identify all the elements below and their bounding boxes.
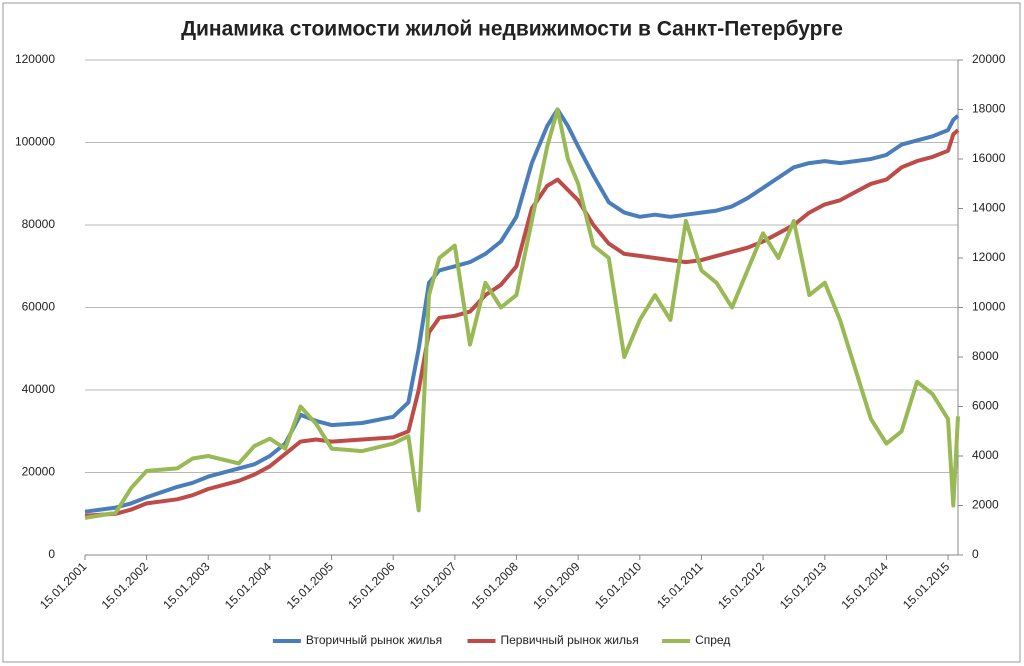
series-line [84, 128, 960, 518]
series-line [84, 107, 960, 520]
y-tick-label: 80000 [22, 217, 56, 231]
y-tick-label: 120000 [15, 52, 55, 66]
y2-tick-label: 0 [972, 547, 979, 561]
y2-tick-label: 2000 [972, 498, 999, 512]
y2-tick-label: 14000 [972, 201, 1006, 215]
legend-label: Первичный рынок жилья [501, 633, 639, 647]
y-tick-label: 0 [48, 547, 55, 561]
y2-tick-label: 12000 [972, 250, 1006, 264]
legend-label: Вторичный рынок жилья [306, 633, 442, 647]
legend-label: Спред [695, 633, 730, 647]
chart-title: Динамика стоимости жилой недвижимости в … [181, 18, 843, 41]
y2-tick-label: 18000 [972, 102, 1006, 116]
y2-tick-label: 10000 [972, 300, 1006, 314]
y2-tick-label: 8000 [972, 349, 999, 363]
series-line [84, 107, 960, 514]
y-tick-label: 20000 [22, 465, 56, 479]
y-tick-label: 60000 [22, 300, 56, 314]
y2-tick-label: 6000 [972, 399, 999, 413]
y2-tick-label: 16000 [972, 151, 1006, 165]
y-tick-label: 100000 [15, 135, 55, 149]
y2-tick-label: 20000 [972, 52, 1006, 66]
y2-tick-label: 4000 [972, 448, 999, 462]
y-tick-label: 40000 [22, 382, 56, 396]
